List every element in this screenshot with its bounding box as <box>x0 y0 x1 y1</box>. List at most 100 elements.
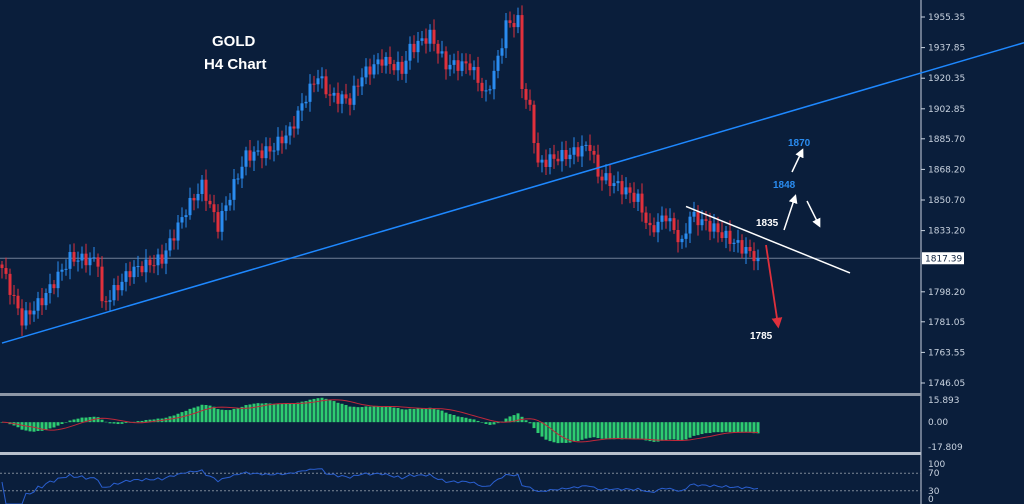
macd-histogram-bar <box>748 422 752 433</box>
candle <box>516 7 520 34</box>
candle <box>576 142 580 162</box>
candle-body <box>120 281 124 291</box>
candle-body <box>732 242 736 244</box>
candle-body <box>420 38 424 41</box>
macd-histogram-bar <box>544 422 548 440</box>
candle-body <box>308 83 312 102</box>
candle <box>296 106 300 135</box>
macd-histogram-bar <box>436 409 440 423</box>
candle-body <box>252 151 256 161</box>
macd-histogram-bar <box>456 416 460 423</box>
macd-histogram-bar <box>428 407 432 423</box>
candle <box>336 82 340 113</box>
candle <box>424 28 428 54</box>
candle <box>360 68 364 95</box>
candle <box>416 32 420 63</box>
candle <box>420 31 424 46</box>
macd-histogram-bar <box>204 404 208 423</box>
candle-body <box>328 94 332 96</box>
candle <box>120 273 124 296</box>
candle <box>652 217 656 237</box>
candle-body <box>440 51 444 54</box>
price-tick-label: 1763.55 <box>928 348 965 358</box>
macd-histogram-bar <box>756 422 760 434</box>
candle-body <box>564 149 568 160</box>
candle-body <box>300 103 304 111</box>
candle-body <box>72 252 76 262</box>
macd-histogram-bar <box>84 417 88 423</box>
macd-histogram-bar <box>68 420 72 423</box>
candle-body <box>0 264 4 269</box>
candle-body <box>136 266 140 268</box>
macd-histogram-bar <box>472 419 476 423</box>
macd-histogram-bar <box>644 422 648 441</box>
candle <box>604 164 608 185</box>
candle-body <box>428 29 432 44</box>
candle <box>72 243 76 267</box>
candle-body <box>692 211 696 217</box>
candle-body <box>188 197 192 216</box>
candle <box>368 58 372 85</box>
macd-histogram-bar <box>524 420 528 423</box>
candle-body <box>312 83 316 85</box>
candle <box>284 125 288 150</box>
candle <box>488 85 492 95</box>
candle <box>716 216 720 243</box>
candle <box>480 77 484 98</box>
candle <box>276 127 280 156</box>
candle-body <box>356 85 360 87</box>
candle-body <box>716 223 720 233</box>
candle-body <box>752 251 756 262</box>
pane-separator <box>0 393 921 396</box>
candle-body <box>80 253 84 261</box>
candle-body <box>228 199 232 206</box>
candle <box>668 208 672 232</box>
candle <box>4 257 8 280</box>
macd-histogram-bar <box>568 422 572 443</box>
macd-histogram-bar <box>136 421 140 423</box>
macd-histogram-bar <box>96 417 100 423</box>
candle-body <box>572 147 576 155</box>
candle-body <box>264 146 268 159</box>
macd-histogram-bar <box>88 417 92 423</box>
candle <box>256 140 260 156</box>
macd-histogram-bar <box>492 422 496 425</box>
candle <box>628 182 632 204</box>
macd-histogram-bar <box>560 422 564 443</box>
candle <box>36 291 40 319</box>
candle <box>508 11 512 28</box>
candle-body <box>148 259 152 266</box>
macd-histogram-bar <box>264 403 268 423</box>
candle-body <box>660 215 664 222</box>
candle-body <box>520 15 524 90</box>
macd-histogram-bar <box>592 422 596 438</box>
candle-body <box>272 150 276 152</box>
candle-body <box>396 61 400 71</box>
macd-histogram-bar <box>640 422 644 440</box>
candle-body <box>504 20 508 49</box>
candle <box>364 58 368 85</box>
candle-body <box>240 166 244 179</box>
candle-body <box>628 187 632 193</box>
candle-body <box>688 216 692 234</box>
macd-tick-label: 0.00 <box>928 418 948 428</box>
candle-body <box>16 295 20 309</box>
candle-body <box>88 257 92 266</box>
candle-body <box>144 259 148 273</box>
macd-histogram-bar <box>384 406 388 423</box>
candle-body <box>40 298 44 306</box>
price-tick-label: 1868.20 <box>928 165 965 175</box>
macd-histogram-bar <box>684 422 688 440</box>
candle-body <box>372 64 376 75</box>
candle <box>732 238 736 253</box>
candle <box>136 255 140 278</box>
macd-histogram-bar <box>420 408 424 423</box>
macd-histogram-bar <box>476 420 480 423</box>
candle <box>288 122 292 145</box>
macd-histogram-bar <box>496 422 500 424</box>
candle-body <box>672 218 676 230</box>
macd-histogram-bar <box>596 422 600 439</box>
candle-body <box>412 43 416 53</box>
candle-body <box>168 238 172 251</box>
